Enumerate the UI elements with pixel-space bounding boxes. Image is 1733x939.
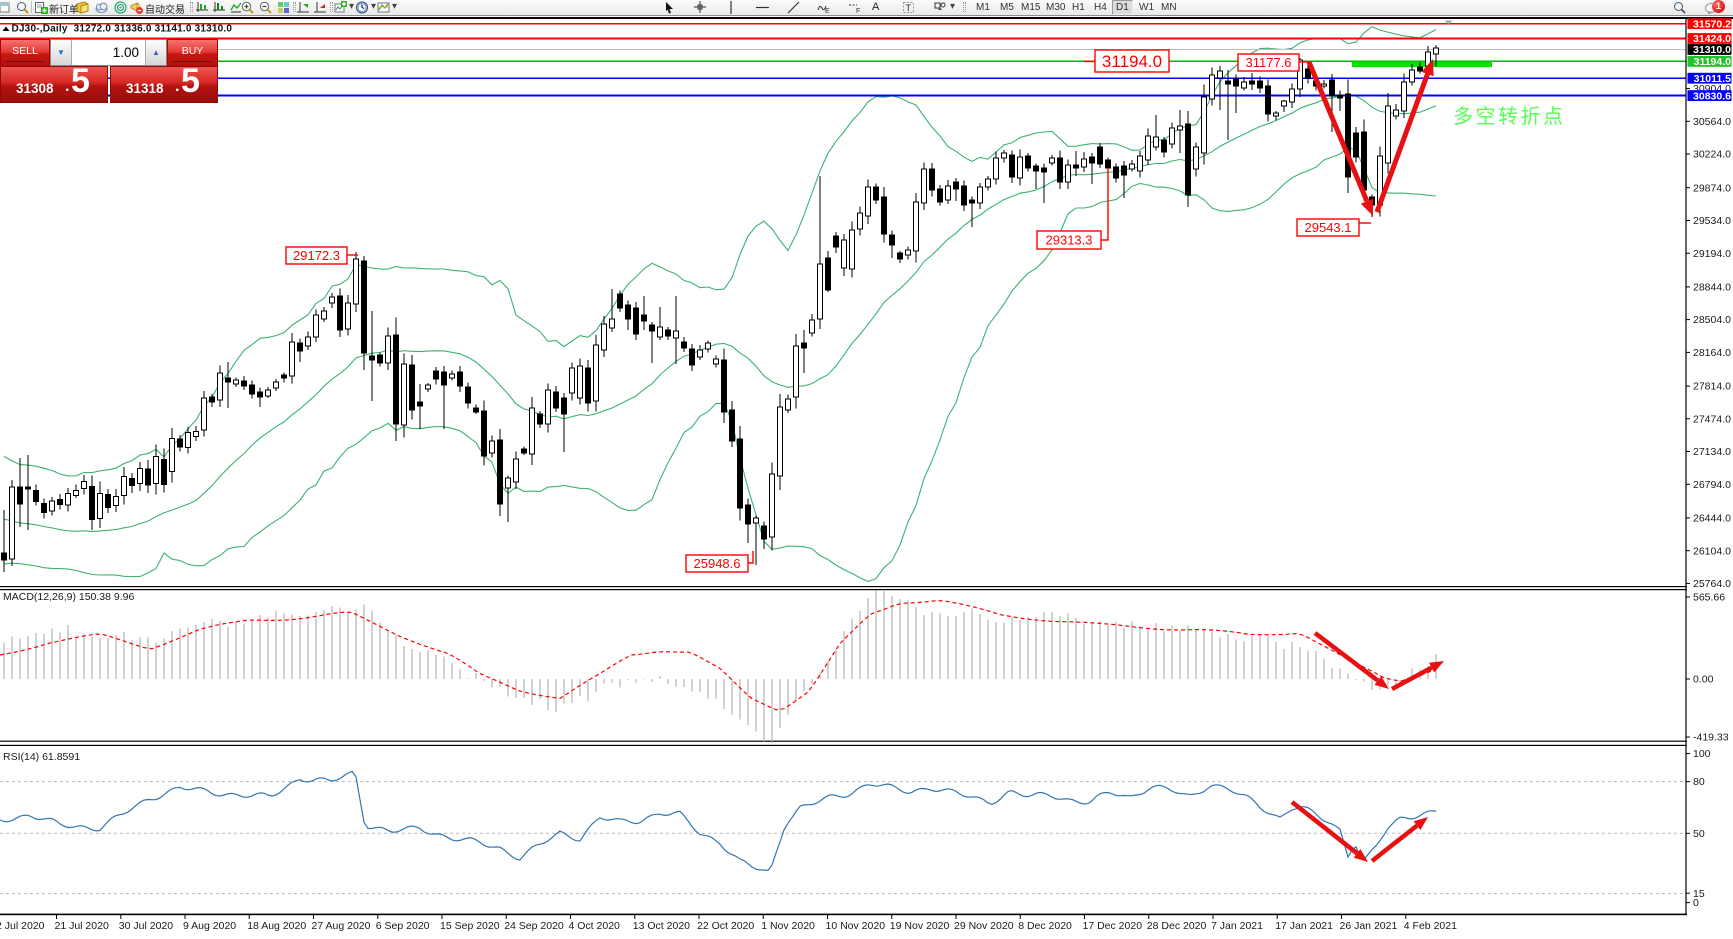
svg-text:27474.0: 27474.0: [1693, 413, 1731, 425]
svg-text:30 Jul 2020: 30 Jul 2020: [119, 920, 173, 932]
svg-text:30830.6: 30830.6: [1693, 90, 1731, 102]
svg-text:29313.3: 29313.3: [1046, 233, 1093, 248]
svg-text:T: T: [906, 3, 912, 13]
svg-text:31424.0: 31424.0: [1693, 33, 1731, 45]
svg-text:50: 50: [1693, 828, 1705, 840]
svg-text:31194.0: 31194.0: [1102, 52, 1162, 71]
svg-text:10 Nov 2020: 10 Nov 2020: [826, 920, 886, 932]
svg-text:13 Oct 2020: 13 Oct 2020: [633, 920, 690, 932]
svg-text:15 Sep 2020: 15 Sep 2020: [440, 920, 500, 932]
svg-text:31570.2: 31570.2: [1693, 18, 1731, 30]
svg-text:28504.0: 28504.0: [1693, 314, 1731, 326]
svg-text:0: 0: [1693, 897, 1699, 909]
svg-text:31177.6: 31177.6: [1245, 55, 1291, 70]
svg-text:30564.0: 30564.0: [1693, 116, 1731, 128]
svg-text:9 Aug 2020: 9 Aug 2020: [183, 920, 236, 932]
svg-text:26794.0: 26794.0: [1693, 479, 1731, 491]
svg-text:4 Feb 2021: 4 Feb 2021: [1404, 920, 1457, 932]
svg-text:80: 80: [1693, 776, 1705, 788]
svg-text:1 Nov 2020: 1 Nov 2020: [761, 920, 815, 932]
svg-text:25948.6: 25948.6: [694, 556, 741, 571]
svg-text:0.00: 0.00: [1693, 674, 1714, 686]
svg-text:29874.0: 29874.0: [1693, 182, 1731, 194]
svg-text:31194.0: 31194.0: [1694, 56, 1732, 68]
svg-text:27814.0: 27814.0: [1693, 381, 1731, 393]
svg-text:4 Oct 2020: 4 Oct 2020: [569, 920, 621, 932]
svg-text:17 Dec 2020: 17 Dec 2020: [1083, 920, 1143, 932]
svg-text:22 Oct 2020: 22 Oct 2020: [697, 920, 754, 932]
svg-text:26 Jan 2021: 26 Jan 2021: [1340, 920, 1398, 932]
svg-text:27134.0: 27134.0: [1693, 446, 1731, 458]
svg-text:26444.0: 26444.0: [1693, 513, 1731, 525]
svg-text:8 Dec 2020: 8 Dec 2020: [1018, 920, 1072, 932]
svg-text:29194.0: 29194.0: [1693, 248, 1731, 260]
svg-text:DJ30-,Daily 31272.0 31336.0 3: DJ30-,Daily 31272.0 31336.0 31141.0 3131…: [12, 24, 233, 35]
svg-text:6 Sep 2020: 6 Sep 2020: [376, 920, 430, 932]
svg-text:565.66: 565.66: [1693, 592, 1725, 604]
svg-text:E: E: [825, 8, 830, 14]
svg-text:24 Sep 2020: 24 Sep 2020: [504, 920, 564, 932]
svg-text:29172.3: 29172.3: [293, 248, 340, 263]
svg-text:21 Jul 2020: 21 Jul 2020: [55, 920, 109, 932]
svg-text:28164.0: 28164.0: [1693, 347, 1731, 359]
svg-text:18 Aug 2020: 18 Aug 2020: [247, 920, 306, 932]
svg-text:MACD(12,26,9) 150.38 9.96: MACD(12,26,9) 150.38 9.96: [3, 591, 134, 603]
svg-text:31310.0: 31310.0: [1693, 44, 1731, 56]
svg-text:17 Jan 2021: 17 Jan 2021: [1275, 920, 1333, 932]
svg-text:多空转折点: 多空转折点: [1453, 105, 1566, 128]
svg-text:19 Nov 2020: 19 Nov 2020: [890, 920, 950, 932]
svg-text:29543.1: 29543.1: [1305, 220, 1352, 235]
svg-text:28 Dec 2020: 28 Dec 2020: [1147, 920, 1207, 932]
svg-text:29534.0: 29534.0: [1693, 215, 1731, 227]
svg-text:25764.0: 25764.0: [1693, 578, 1731, 590]
svg-text:F: F: [856, 8, 860, 14]
svg-text:7 Jan 2021: 7 Jan 2021: [1211, 920, 1263, 932]
svg-text:27 Aug 2020: 27 Aug 2020: [312, 920, 371, 932]
svg-text:RSI(14) 61.8591: RSI(14) 61.8591: [3, 751, 80, 763]
svg-text:29 Nov 2020: 29 Nov 2020: [954, 920, 1014, 932]
svg-text:100: 100: [1693, 748, 1711, 760]
svg-text:28844.0: 28844.0: [1693, 282, 1731, 294]
svg-text:26104.0: 26104.0: [1693, 545, 1731, 557]
svg-text:30224.0: 30224.0: [1693, 149, 1731, 161]
svg-text:12 Jul 2020: 12 Jul 2020: [0, 920, 45, 932]
svg-text:-419.33: -419.33: [1693, 732, 1729, 744]
svg-text:15: 15: [1693, 888, 1705, 900]
svg-text:31011.5: 31011.5: [1694, 73, 1732, 85]
